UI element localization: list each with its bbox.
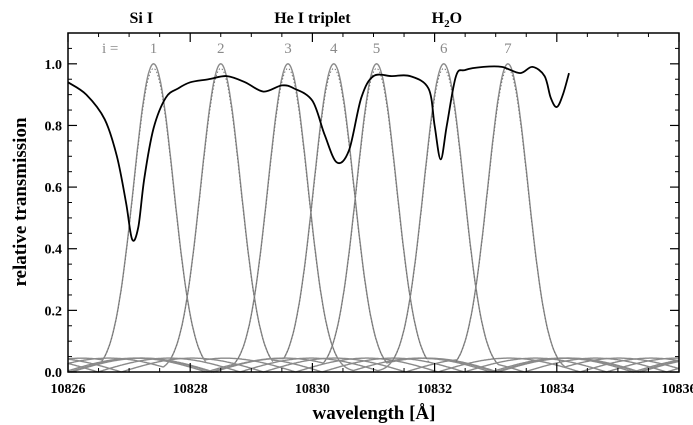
filter-curve-model-2 bbox=[168, 67, 274, 362]
filter-curve-7 bbox=[67, 63, 680, 373]
filter-curve-model-4 bbox=[281, 67, 387, 362]
filter-curves: 1 2 3 4 5 6 7 bbox=[67, 41, 680, 373]
y-tick-label: 1.0 bbox=[45, 58, 63, 73]
filter-curve-model-6 bbox=[391, 67, 497, 362]
index-prefix: i = bbox=[102, 41, 118, 57]
filter-index-label-1: 1 bbox=[150, 41, 158, 57]
filter-index-label-5: 5 bbox=[373, 41, 381, 57]
filter-curve-model-1 bbox=[101, 67, 206, 362]
axis-ticks: 10826 10828 10830 10832 10834 10836 0.0 0.2 0.4 0… bbox=[45, 33, 693, 397]
x-tick-label: 10828 bbox=[173, 382, 208, 397]
annotation-label: He I triplet bbox=[274, 10, 351, 27]
plot-frame bbox=[67, 32, 680, 373]
y-tick-label: 0.0 bbox=[45, 366, 63, 381]
filter-index-label-4: 4 bbox=[330, 41, 338, 57]
filter-index-label-7: 7 bbox=[504, 41, 512, 57]
y-axis-title: relative transmission bbox=[10, 117, 31, 286]
x-tick-label: 10830 bbox=[295, 382, 330, 397]
filter-curve-model-3 bbox=[235, 67, 341, 362]
x-tick-label: 10826 bbox=[51, 382, 86, 397]
filter-curve-1 bbox=[67, 63, 680, 373]
filter-curve-model-7 bbox=[455, 67, 561, 362]
annotation-label: H2O bbox=[432, 10, 462, 30]
x-tick-label: 10832 bbox=[417, 382, 452, 397]
filter-index-label-6: 6 bbox=[440, 41, 448, 57]
filter-index-label-2: 2 bbox=[217, 41, 225, 57]
y-tick-label: 0.8 bbox=[45, 119, 63, 134]
annotation-label: Si I bbox=[130, 10, 154, 27]
x-axis-title: wavelength [Å] bbox=[313, 403, 436, 424]
y-tick-label: 0.6 bbox=[45, 181, 63, 196]
x-tick-label: 10836 bbox=[662, 382, 693, 397]
spectrum-line bbox=[67, 65, 570, 242]
spectrum-series bbox=[67, 65, 570, 242]
x-tick-label: 10834 bbox=[539, 382, 574, 397]
y-tick-label: 0.2 bbox=[45, 304, 63, 319]
filter-curve-model-5 bbox=[324, 67, 429, 362]
y-tick-label: 0.4 bbox=[45, 243, 63, 258]
filter-curve-5 bbox=[67, 63, 680, 373]
filter-index-label-3: 3 bbox=[284, 41, 292, 57]
line-annotations: Si I He I triplet H2O bbox=[130, 10, 462, 30]
